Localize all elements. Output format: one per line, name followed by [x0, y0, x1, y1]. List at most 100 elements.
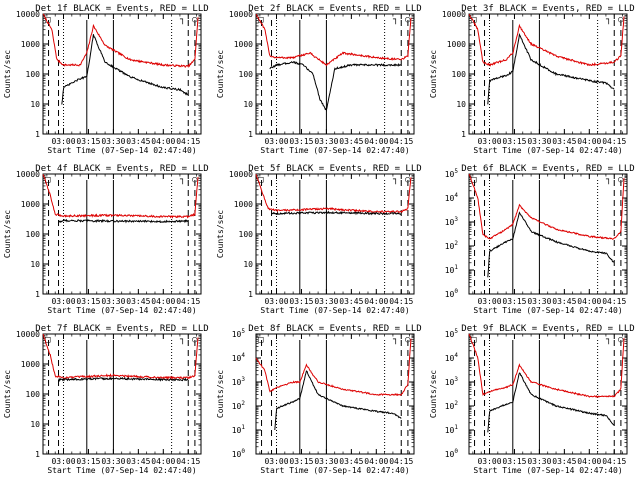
x-tick-label: 03:00: [264, 457, 288, 466]
x-tick-label: 04:15: [389, 457, 413, 466]
x-tick-label: 03:15: [502, 457, 526, 466]
series-line-red: [255, 338, 412, 397]
x-tick-label: 04:15: [602, 137, 626, 146]
series-line-red: [468, 173, 625, 240]
x-tick-label: 03:30: [314, 297, 338, 306]
x-axis-label: Start Time (07-Sep-14 02:47:40): [260, 306, 409, 315]
x-tick-label: 04:15: [176, 137, 200, 146]
x-tick-label: 03:45: [552, 297, 576, 306]
series-line-black: [269, 60, 402, 112]
y-tick-label: 1000: [234, 200, 253, 209]
y-tick-label: 102: [445, 400, 459, 411]
corner-marker-left: □: [258, 335, 264, 345]
x-axis-label: Start Time (07-Sep-14 02:47:40): [473, 306, 622, 315]
y-tick-label: 102: [232, 400, 246, 411]
series-line-black: [58, 218, 189, 224]
y-axis-label: Counts/sec: [429, 50, 438, 98]
y-tick-label: 100: [26, 390, 41, 399]
x-tick-label: 03:45: [339, 457, 363, 466]
y-tick-label: 103: [445, 216, 459, 227]
x-tick-label: 03:30: [101, 457, 125, 466]
y-tick-label: 100: [452, 70, 467, 79]
x-tick-label: 03:45: [552, 457, 576, 466]
x-tick-label: 03:30: [527, 137, 551, 146]
y-tick-label: 100: [445, 288, 459, 299]
y-tick-label: 10: [30, 100, 40, 109]
series-line-red: [468, 13, 625, 67]
x-axis-label: Start Time (07-Sep-14 02:47:40): [473, 146, 622, 155]
y-tick-label: 100: [239, 230, 254, 239]
series-line-red: [42, 174, 199, 219]
corner-marker-left: □: [471, 175, 477, 185]
corner-marker-left: □: [45, 335, 51, 345]
corner-marker-right-circle: ○: [618, 15, 624, 25]
y-tick-label: 101: [232, 424, 246, 435]
y-tick-label: 105: [232, 328, 246, 339]
corner-marker-right: ┐: [605, 15, 611, 25]
y-tick-label: 104: [445, 192, 459, 203]
y-tick-label: 10000: [229, 170, 253, 179]
plot-frame: [42, 333, 202, 455]
corner-marker-right-circle: ○: [618, 335, 624, 345]
y-axis-label: Counts/sec: [216, 50, 225, 98]
plot-panel-6: Det 6f BLACK = Events, RED = LLD 100 101 10…: [445, 164, 635, 315]
y-tick-label: 1: [35, 290, 40, 299]
corner-marker-left: □: [258, 175, 264, 185]
corner-marker-left: □: [45, 175, 51, 185]
y-tick-label: 104: [232, 352, 246, 363]
y-tick-label: 1: [248, 130, 253, 139]
y-axis-label: Counts/sec: [429, 370, 438, 418]
x-tick-label: 03:00: [51, 297, 75, 306]
y-tick-label: 100: [26, 70, 41, 79]
plot-frame: [255, 13, 415, 135]
corner-marker-right-circle: ○: [405, 15, 411, 25]
x-tick-label: 04:15: [176, 297, 200, 306]
corner-marker-right-circle: ○: [192, 175, 198, 185]
x-tick-label: 03:00: [264, 137, 288, 146]
y-axis-label: Counts/sec: [3, 50, 12, 98]
x-tick-label: 03:30: [314, 457, 338, 466]
x-tick-label: 03:45: [126, 137, 150, 146]
y-tick-label: 10000: [442, 10, 466, 19]
y-tick-label: 100: [239, 70, 254, 79]
corner-marker-right: ┐: [605, 335, 611, 345]
y-tick-label: 103: [445, 376, 459, 387]
series-line-black: [487, 211, 615, 278]
y-tick-label: 10000: [16, 170, 40, 179]
plot-frame: [42, 173, 202, 295]
plot-panel-7: Det 7f BLACK = Events, RED = LLD 1 10 100 10…: [3, 324, 209, 475]
plot-panel-5: Det 5f BLACK = Events, RED = LLD 1 10 100 10…: [216, 164, 422, 315]
x-tick-label: 03:15: [289, 457, 313, 466]
corner-marker-left: □: [471, 335, 477, 345]
corner-marker-right-circle: ○: [405, 175, 411, 185]
plot-panel-9: Det 9f BLACK = Events, RED = LLD 100 101 10…: [429, 324, 635, 475]
corner-marker-right-circle: ○: [192, 335, 198, 345]
y-tick-label: 100: [26, 230, 41, 239]
x-axis-label: Start Time (07-Sep-14 02:47:40): [260, 466, 409, 475]
x-tick-label: 03:30: [314, 137, 338, 146]
plot-panel-1: Det 1f BLACK = Events, RED = LLD 1 10 100 10…: [3, 4, 209, 155]
y-tick-label: 10000: [16, 330, 40, 339]
plot-panel-4: Det 4f BLACK = Events, RED = LLD 1 10 100 10…: [3, 164, 209, 315]
x-tick-label: 04:00: [151, 457, 175, 466]
x-tick-label: 03:45: [339, 297, 363, 306]
plot-title: Det 8f BLACK = Events, RED = LLD: [248, 324, 421, 334]
x-tick-label: 04:00: [364, 457, 388, 466]
y-tick-label: 1: [248, 290, 253, 299]
y-tick-label: 10: [456, 100, 466, 109]
series-line-black: [61, 34, 189, 105]
y-tick-label: 1: [461, 130, 466, 139]
x-tick-label: 04:00: [577, 137, 601, 146]
y-axis-label: Counts/sec: [3, 210, 12, 258]
corner-marker-left: □: [471, 15, 477, 25]
x-axis-label: Start Time (07-Sep-14 02:47:40): [47, 466, 196, 475]
x-tick-label: 04:00: [151, 137, 175, 146]
corner-marker-left: □: [258, 15, 264, 25]
plot-title: Det 5f BLACK = Events, RED = LLD: [248, 164, 421, 174]
series-line-red: [255, 13, 412, 67]
y-tick-label: 103: [232, 376, 246, 387]
series-line-red: [42, 333, 199, 380]
x-tick-label: 03:00: [477, 297, 501, 306]
x-tick-label: 04:00: [577, 297, 601, 306]
